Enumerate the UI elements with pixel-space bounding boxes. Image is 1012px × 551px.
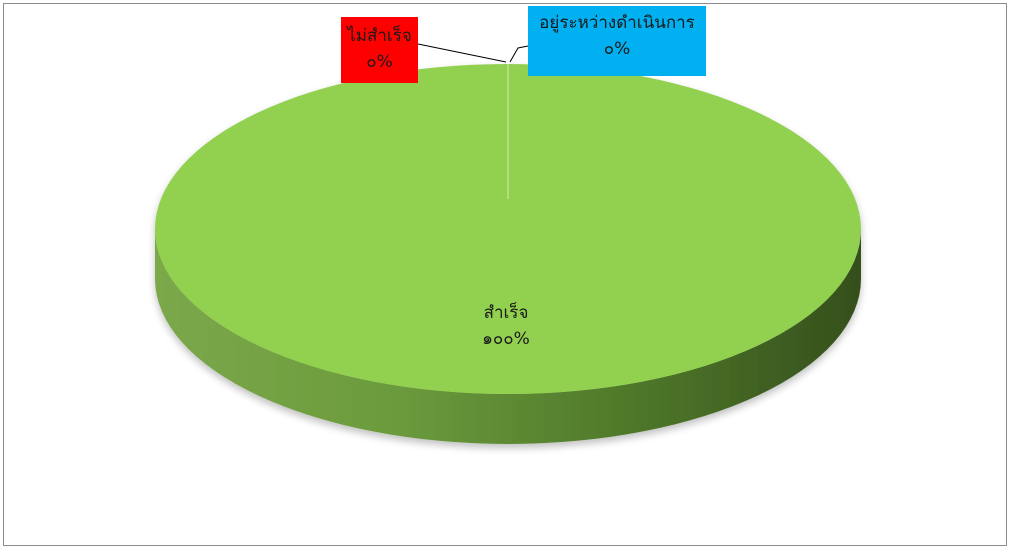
pie-slice-side [155, 229, 861, 444]
data-label-progress: อยู่ระหว่างดำเนินการ ๐% [528, 6, 706, 76]
data-label-fail-name: ไม่สำเร็จ [347, 26, 412, 46]
data-label-success-value: ๑๐๐% [482, 329, 530, 349]
data-label-progress-name: อยู่ระหว่างดำเนินการ [539, 13, 695, 33]
data-label-success-name: สำเร็จ [483, 303, 529, 323]
pie-slice-1 [155, 64, 861, 394]
data-label-success: สำเร็จ ๑๐๐% [474, 296, 538, 364]
leader-line-progress [509, 45, 529, 63]
data-label-fail: ไม่สำเร็จ ๐% [341, 17, 418, 83]
data-label-progress-value: ๐% [603, 39, 631, 59]
data-label-fail-value: ๐% [366, 52, 393, 72]
leader-line-fail [417, 43, 507, 63]
